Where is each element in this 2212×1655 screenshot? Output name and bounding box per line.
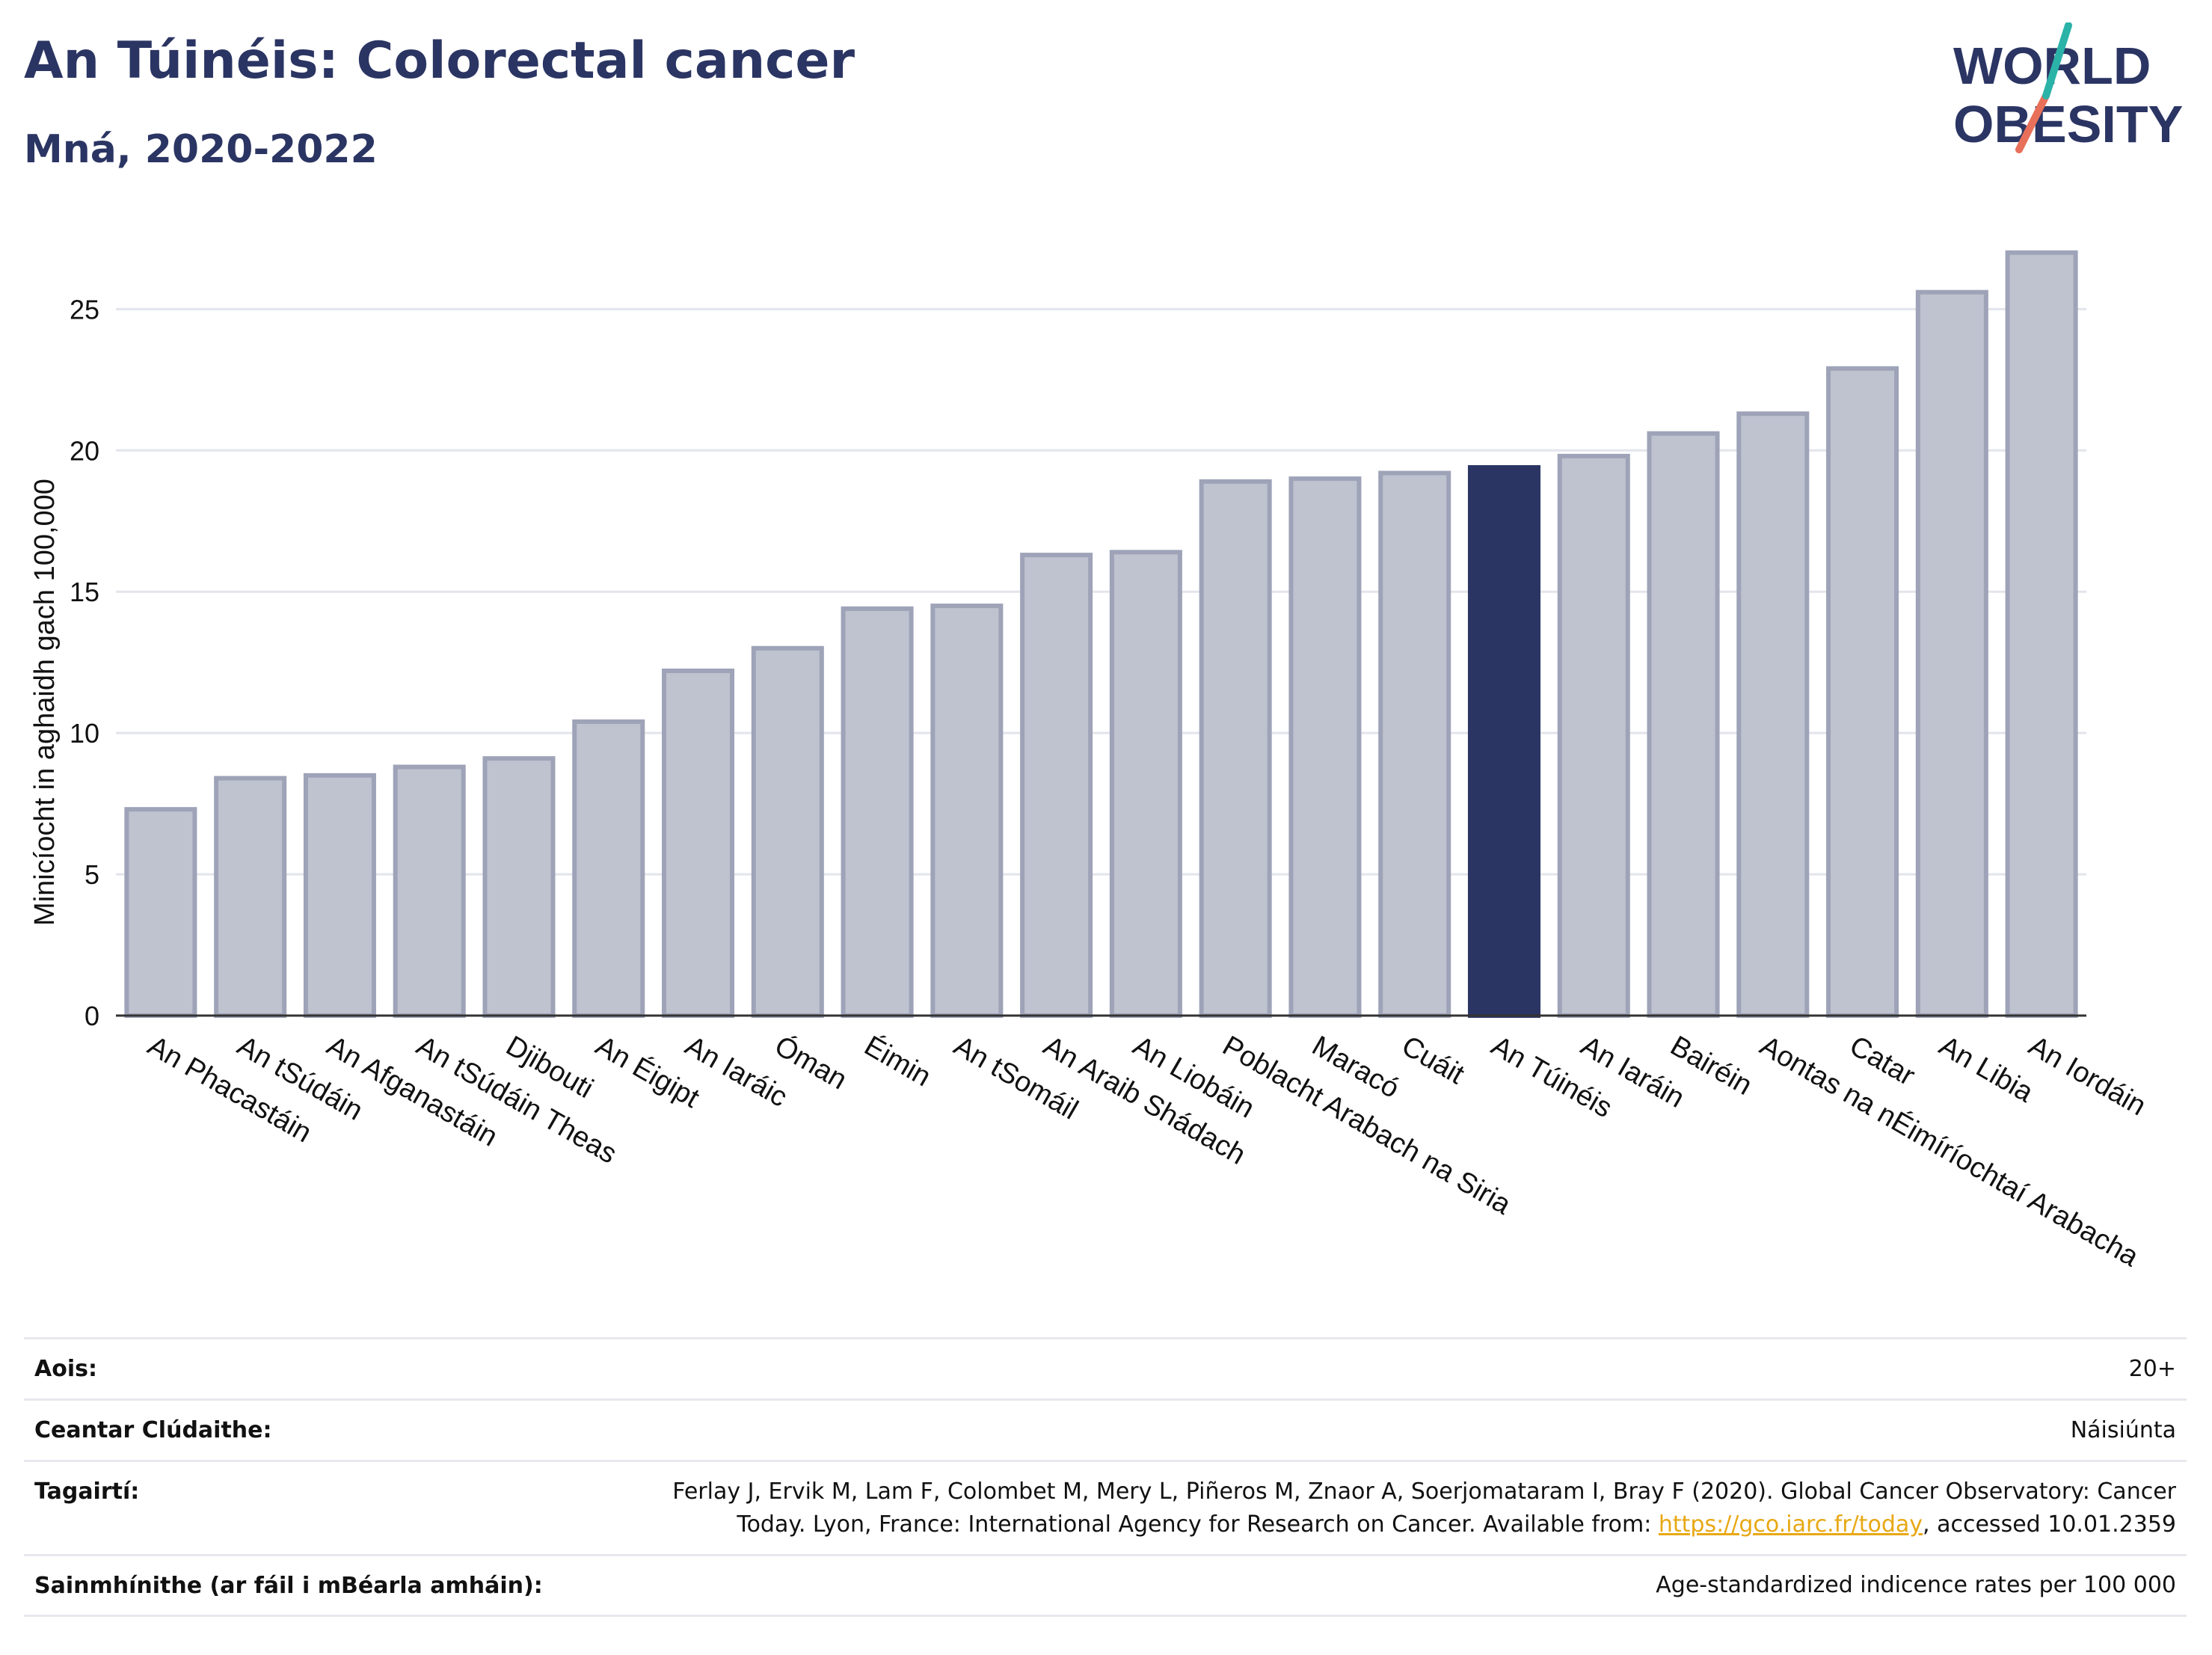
chart-subtitle: Mná, 2020-2022 bbox=[24, 127, 378, 172]
x-tick-label: An Libia bbox=[1934, 1030, 2039, 1108]
bar bbox=[1288, 476, 1362, 1018]
bar bbox=[393, 764, 466, 1018]
bar bbox=[1378, 470, 1451, 1018]
bar bbox=[1736, 411, 1810, 1018]
bar bbox=[751, 645, 824, 1018]
y-axis-label: Minicíocht in aghaidh gach 100,000 bbox=[29, 479, 61, 926]
logo-slash-red bbox=[2015, 92, 2050, 153]
bar bbox=[1826, 366, 1899, 1018]
bar bbox=[2005, 250, 2078, 1018]
references-line1: Ferlay J, Ervik M, Lam F, Colombet M, Me… bbox=[672, 1479, 2176, 1505]
x-tick-label: Éimin bbox=[859, 1030, 937, 1093]
chart-title: An Túinéis: Colorectal cancer bbox=[24, 31, 855, 90]
bars bbox=[124, 250, 2078, 1019]
bar bbox=[1557, 453, 1630, 1018]
x-tick-label: Cuáit bbox=[1396, 1030, 1469, 1090]
references-link[interactable]: https://gco.iarc.fr/today bbox=[1658, 1511, 1923, 1538]
logo-line2: OBESITY bbox=[1953, 95, 2183, 153]
bar bbox=[1647, 431, 1720, 1018]
bar bbox=[303, 773, 376, 1018]
bar-highlighted bbox=[1467, 464, 1540, 1018]
bar bbox=[1109, 550, 1182, 1018]
references-line2: Today. Lyon, France: International Agenc… bbox=[672, 1508, 2176, 1541]
y-tick-label: 10 bbox=[70, 718, 99, 749]
bar bbox=[1915, 289, 1988, 1018]
definitions-label: Sainmhínithe (ar fáil i mBéarla amháin): bbox=[34, 1572, 543, 1599]
x-tick-label: An Iaráic bbox=[680, 1030, 793, 1113]
x-tick-label: An Iordáin bbox=[2024, 1030, 2151, 1122]
coverage-value: Náisiúnta bbox=[2070, 1416, 2176, 1443]
bar bbox=[214, 776, 287, 1018]
references-line2-pre: Today. Lyon, France: International Agenc… bbox=[737, 1511, 1659, 1538]
bar bbox=[482, 756, 556, 1019]
bar bbox=[124, 807, 197, 1019]
bar bbox=[841, 606, 914, 1018]
logo-slash-teal bbox=[2042, 22, 2072, 99]
info-table: Aois: 20+ Ceantar Clúdaithe: Náisiúnta T… bbox=[24, 1337, 2187, 1617]
bar bbox=[1020, 553, 1093, 1018]
y-tick-label: 20 bbox=[70, 435, 99, 466]
info-row-coverage: Ceantar Clúdaithe: Náisiúnta bbox=[24, 1398, 2187, 1460]
definitions-value: Age-standardized indicence rates per 100… bbox=[1656, 1572, 2176, 1598]
age-value: 20+ bbox=[2128, 1355, 2176, 1382]
coverage-label: Ceantar Clúdaithe: bbox=[34, 1417, 272, 1443]
world-obesity-logo: WORLD OBESITY bbox=[1953, 22, 2183, 153]
bar bbox=[930, 604, 1004, 1018]
info-row-age: Aois: 20+ bbox=[24, 1337, 2187, 1398]
age-label: Aois: bbox=[34, 1356, 97, 1382]
info-row-definitions: Sainmhínithe (ar fáil i mBéarla amháin):… bbox=[24, 1554, 2187, 1617]
y-tick-label: 15 bbox=[70, 577, 99, 607]
bar bbox=[572, 719, 645, 1018]
references-line2-post: , accessed 10.01.2359 bbox=[1923, 1511, 2176, 1538]
bar bbox=[1199, 479, 1272, 1018]
y-tick-label: 25 bbox=[70, 294, 99, 325]
y-tick-label: 5 bbox=[85, 859, 99, 890]
info-row-references: Tagairtí: Ferlay J, Ervik M, Lam F, Colo… bbox=[24, 1460, 2187, 1554]
y-tick-labels: 0 5 10 15 20 25 bbox=[70, 294, 99, 1031]
references-value: Ferlay J, Ervik M, Lam F, Colombet M, Me… bbox=[672, 1476, 2176, 1541]
bar bbox=[662, 669, 735, 1018]
references-label: Tagairtí: bbox=[34, 1479, 140, 1505]
y-tick-label: 0 bbox=[85, 1001, 99, 1031]
